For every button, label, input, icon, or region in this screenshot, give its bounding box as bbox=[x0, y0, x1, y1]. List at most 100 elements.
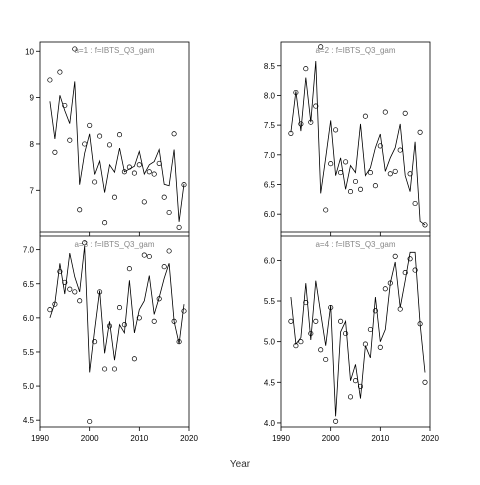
observed-point bbox=[161, 264, 167, 270]
observed-point bbox=[146, 253, 152, 260]
observed-point bbox=[338, 170, 344, 176]
y-tick-label: 6.5 bbox=[23, 280, 35, 289]
observed-point bbox=[372, 183, 378, 189]
x-tick-label: 1990 bbox=[31, 434, 49, 443]
observed-point bbox=[72, 46, 78, 52]
observed-point bbox=[333, 127, 339, 133]
y-tick-label: 6.0 bbox=[264, 210, 276, 219]
observed-point bbox=[412, 200, 418, 207]
observed-point bbox=[116, 132, 123, 138]
y-tick-label: 5.0 bbox=[23, 382, 35, 391]
observed-point bbox=[121, 169, 127, 175]
observed-point bbox=[382, 286, 388, 292]
panel-title: a=3 : f=IBTS_Q3_gam bbox=[74, 240, 154, 249]
y-tick-label: 5.5 bbox=[23, 348, 35, 357]
observed-point bbox=[176, 224, 182, 230]
observed-point bbox=[47, 77, 53, 83]
observed-point bbox=[308, 119, 314, 125]
observed-point bbox=[82, 240, 88, 246]
observed-point bbox=[288, 318, 294, 324]
observed-point bbox=[298, 339, 304, 345]
observed-point bbox=[357, 383, 364, 389]
observed-point bbox=[181, 182, 187, 188]
observed-point bbox=[67, 286, 73, 292]
observed-point bbox=[151, 318, 157, 324]
y-tick-label: 5.0 bbox=[264, 338, 276, 347]
observed-point bbox=[298, 121, 304, 127]
observed-point bbox=[102, 366, 108, 372]
observed-point bbox=[97, 289, 103, 295]
y-tick-label: 7.5 bbox=[264, 121, 276, 130]
observed-point bbox=[171, 318, 177, 324]
observed-point bbox=[141, 252, 147, 258]
panel-title: a=4 : f=IBTS_Q3_gam bbox=[315, 240, 395, 249]
x-tick-label: 2020 bbox=[180, 434, 198, 443]
observed-point bbox=[347, 394, 354, 400]
observed-point bbox=[111, 366, 118, 372]
y-tick-label: 8.5 bbox=[264, 62, 276, 71]
observed-point bbox=[323, 356, 329, 363]
x-axis-label: Year bbox=[230, 459, 251, 470]
observed-point bbox=[323, 207, 329, 213]
observed-point bbox=[116, 305, 123, 311]
observed-point bbox=[313, 318, 319, 324]
observed-point bbox=[313, 103, 319, 109]
y-tick-label: 4.5 bbox=[264, 378, 276, 387]
observed-point bbox=[288, 130, 294, 136]
observed-point bbox=[52, 301, 58, 307]
observed-point bbox=[181, 308, 187, 314]
observed-point bbox=[87, 418, 93, 425]
observed-point bbox=[377, 344, 383, 350]
observed-point bbox=[77, 298, 83, 304]
panel-frame bbox=[39, 41, 190, 233]
y-tick-label: 4.0 bbox=[264, 419, 276, 428]
panel-a1: a=1 : f=IBTS_Q3_gam 7 8 9 10 bbox=[25, 41, 190, 236]
observed-point bbox=[407, 171, 413, 177]
observed-point bbox=[347, 189, 354, 195]
observed-point bbox=[161, 194, 167, 200]
observed-point bbox=[422, 379, 428, 385]
observed-point bbox=[343, 330, 349, 337]
y-tick-label: 8 bbox=[30, 140, 35, 149]
observed-point bbox=[52, 149, 58, 155]
observed-point bbox=[407, 256, 413, 262]
y-tick-label: 10 bbox=[25, 47, 34, 56]
observed-point bbox=[166, 248, 172, 254]
observed-point bbox=[318, 347, 324, 353]
observed-point bbox=[402, 110, 408, 116]
panel-frame bbox=[39, 235, 190, 428]
observed-point bbox=[397, 147, 403, 153]
observed-point bbox=[303, 300, 309, 306]
observed-point bbox=[343, 159, 349, 165]
observed-point bbox=[141, 199, 147, 205]
observed-point bbox=[136, 315, 142, 321]
observed-point bbox=[57, 69, 63, 75]
observed-point bbox=[392, 253, 398, 259]
observed-point bbox=[402, 270, 408, 276]
fitted-line bbox=[49, 81, 185, 222]
fitted-line bbox=[49, 246, 185, 373]
observed-point bbox=[166, 209, 172, 216]
y-tick-label: 7.0 bbox=[264, 151, 276, 160]
fitted-line bbox=[290, 60, 426, 226]
observed-point bbox=[47, 307, 53, 313]
x-tick-label: 2000 bbox=[322, 434, 340, 443]
observed-point bbox=[62, 279, 68, 285]
observed-point bbox=[362, 341, 368, 347]
observed-point bbox=[387, 171, 393, 177]
y-tick-label: 7 bbox=[30, 186, 35, 195]
observed-point bbox=[136, 162, 142, 168]
observed-point bbox=[151, 171, 157, 177]
y-tick-label: 7.0 bbox=[23, 246, 35, 255]
observed-point bbox=[126, 164, 132, 170]
y-tick-label: 4.5 bbox=[23, 416, 35, 425]
panel-frame bbox=[280, 235, 431, 428]
observed-point bbox=[106, 142, 113, 148]
observed-point bbox=[308, 330, 314, 337]
x-tick-label: 2010 bbox=[130, 434, 148, 443]
observed-point bbox=[87, 122, 93, 128]
observed-point bbox=[328, 304, 334, 311]
observed-point bbox=[67, 137, 73, 143]
observed-point bbox=[62, 102, 68, 109]
